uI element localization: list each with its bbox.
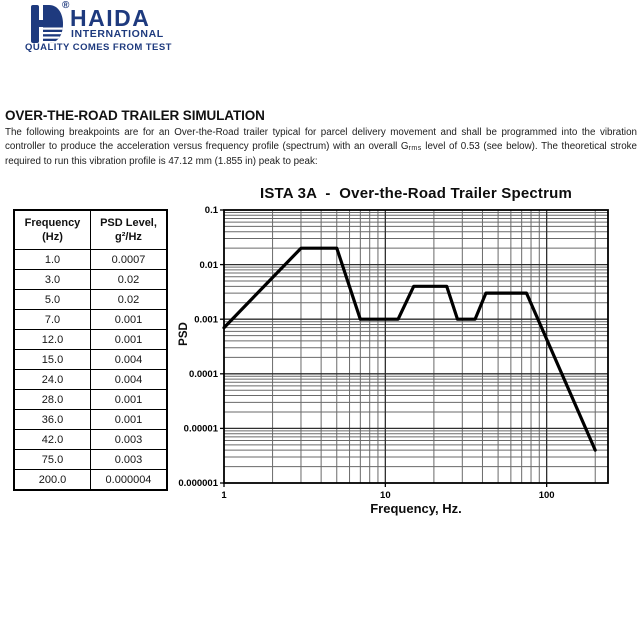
psd-spectrum-line bbox=[222, 246, 597, 452]
table-cell: 0.02 bbox=[90, 269, 168, 290]
paragraph-text-part2: level of 0.53 (see below). The theoretic… bbox=[5, 140, 638, 168]
table-cell: 42.0 bbox=[13, 429, 91, 450]
y-tick-label: 0.001 bbox=[194, 314, 218, 325]
intro-paragraph: The following breakpoints are for an Ove… bbox=[5, 126, 637, 169]
logo-subtitle-text: INTERNATIONAL bbox=[71, 28, 164, 40]
table-cell: 0.001 bbox=[90, 309, 168, 330]
table-row: 15.0 0.004 bbox=[13, 349, 168, 370]
haida-logo: ® HAIDA INTERNATIONAL QUALITY COMES FROM… bbox=[0, 0, 220, 60]
table-cell: 3.0 bbox=[13, 269, 91, 290]
table-row: 5.0 0.02 bbox=[13, 289, 168, 310]
table-cell: 200.0 bbox=[13, 469, 91, 491]
table-row: 12.0 0.001 bbox=[13, 329, 168, 350]
table-cell: 0.001 bbox=[90, 409, 168, 430]
table-cell: 28.0 bbox=[13, 389, 91, 410]
plot-border bbox=[223, 209, 609, 484]
x-tick-label: 1 bbox=[221, 490, 227, 501]
table-cell: 0.004 bbox=[90, 369, 168, 390]
psd-breakpoint-table: Frequency (Hz) PSD Level, g²/Hz 1.0 0.000… bbox=[13, 209, 168, 491]
page-title: OVER-THE-ROAD TRAILER SIMULATION bbox=[5, 108, 265, 123]
paragraph-text-part1: The following breakpoints are for an Ove… bbox=[5, 127, 637, 152]
table-cell: 75.0 bbox=[13, 449, 91, 470]
y-tick-label: 0.0001 bbox=[189, 369, 219, 380]
table-cell: 5.0 bbox=[13, 289, 91, 310]
table-cell: 12.0 bbox=[13, 329, 91, 350]
table-cell: 0.000004 bbox=[90, 469, 168, 491]
logo-brand-text: HAIDA bbox=[70, 5, 151, 31]
table-row: 7.0 0.001 bbox=[13, 309, 168, 330]
frequency-column-header: Frequency (Hz) bbox=[13, 209, 91, 250]
table-cell: 0.02 bbox=[90, 289, 168, 310]
psd-level-column-header: PSD Level, g²/Hz bbox=[90, 209, 168, 250]
table-row: 36.0 0.001 bbox=[13, 409, 168, 430]
table-cell: 7.0 bbox=[13, 309, 91, 330]
registered-trademark-icon: ® bbox=[62, 0, 70, 11]
logo-tagline-text: QUALITY COMES FROM TEST bbox=[25, 42, 172, 53]
x-tick-label: 100 bbox=[539, 490, 555, 501]
table-cell: 24.0 bbox=[13, 369, 91, 390]
table-cell: 36.0 bbox=[13, 409, 91, 430]
table-row: 200.0 0.000004 bbox=[13, 469, 168, 491]
table-cell: 0.001 bbox=[90, 329, 168, 350]
table-row: 3.0 0.02 bbox=[13, 269, 168, 290]
y-tick-label: 0.000001 bbox=[178, 478, 218, 489]
spectrum-chart: ISTA 3A - Over-the-Road Trailer Spectrum… bbox=[170, 185, 640, 530]
spectrum-chart-svg: 1 10 100 0.1 0.01 0.001 0.0001 0.00001 0.000001 bbox=[178, 205, 609, 501]
grms-subscript: rms bbox=[408, 144, 422, 152]
psd-table-body: 1.0 0.0007 3.0 0.02 5.0 0.02 7.0 0.001 12.0 0.001… bbox=[13, 249, 168, 491]
table-cell: 0.001 bbox=[90, 389, 168, 410]
table-cell: 1.0 bbox=[13, 249, 91, 270]
psd-table-header: Frequency (Hz) PSD Level, g²/Hz bbox=[13, 209, 168, 250]
table-cell: 0.003 bbox=[90, 449, 168, 470]
table-cell: 0.004 bbox=[90, 349, 168, 370]
table-row: 75.0 0.003 bbox=[13, 449, 168, 470]
table-cell: 0.0007 bbox=[90, 249, 168, 270]
x-axis-label: Frequency, Hz. bbox=[370, 501, 462, 516]
y-axis-label: PSD bbox=[178, 322, 190, 346]
y-tick-label: 0.00001 bbox=[184, 424, 219, 435]
table-row: 42.0 0.003 bbox=[13, 429, 168, 450]
x-tick-label: 10 bbox=[380, 490, 391, 501]
y-tick-label: 0.1 bbox=[205, 205, 219, 216]
table-cell: 15.0 bbox=[13, 349, 91, 370]
y-tick-label: 0.01 bbox=[200, 260, 219, 271]
table-row: 1.0 0.0007 bbox=[13, 249, 168, 270]
table-cell: 0.003 bbox=[90, 429, 168, 450]
table-row: 28.0 0.001 bbox=[13, 389, 168, 410]
chart-title: ISTA 3A - Over-the-Road Trailer Spectrum bbox=[259, 185, 573, 202]
haida-logo-mark-icon bbox=[31, 5, 63, 43]
table-row: 24.0 0.004 bbox=[13, 369, 168, 390]
